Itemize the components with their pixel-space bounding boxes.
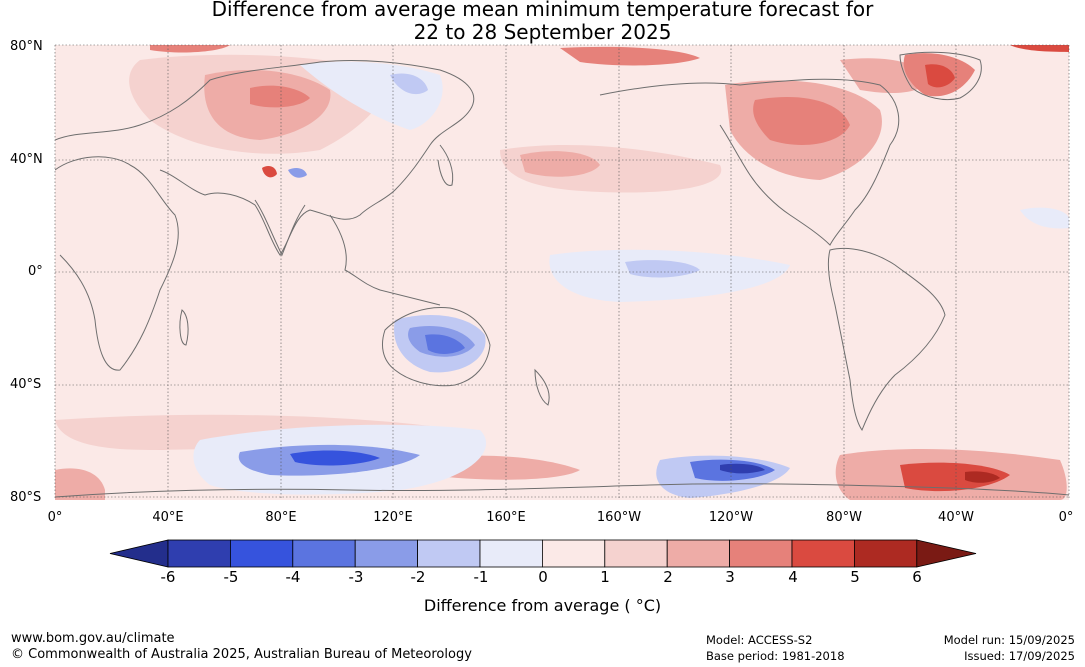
lon-label-80w: 80°W bbox=[826, 510, 862, 525]
colorbar-tick: 0 bbox=[538, 568, 548, 586]
warm-patch-tibet bbox=[262, 166, 277, 178]
lon-label-0-west: 0° bbox=[47, 510, 63, 525]
coastline-southeast-asia bbox=[329, 214, 441, 306]
colorbar-tick: -3 bbox=[348, 568, 364, 586]
colorbar-swatch bbox=[542, 539, 606, 568]
lon-label-120e: 120°E bbox=[373, 510, 413, 525]
map-title-line2: 22 to 28 September 2025 bbox=[413, 20, 672, 44]
colorbar-swatch bbox=[479, 539, 543, 568]
colorbar-swatch bbox=[167, 539, 231, 568]
anomaly-map bbox=[54, 44, 1070, 500]
coastline-japan bbox=[437, 144, 454, 186]
warm-patch-north-america-2 bbox=[753, 97, 850, 145]
cool-patch-atlantic bbox=[1020, 207, 1069, 229]
coastline-north-america bbox=[599, 78, 900, 246]
lat-label-equator: 0° bbox=[28, 264, 43, 279]
colorbar-label: Difference from average ( °C) bbox=[423, 596, 662, 615]
coastline-south-america bbox=[827, 247, 946, 432]
coastline-australia bbox=[382, 306, 491, 387]
lon-label-80e: 80°E bbox=[265, 510, 297, 525]
lat-label-80n: 80°N bbox=[10, 39, 43, 54]
cool-patch-siberia-2 bbox=[390, 73, 428, 95]
warm-patch-bottom-left bbox=[55, 468, 105, 500]
warm-patch-top-left bbox=[150, 45, 230, 53]
lon-label-160w: 160°W bbox=[596, 510, 642, 525]
warm-patch-south-atlantic-core bbox=[900, 462, 1010, 492]
colorbar-swatches bbox=[109, 539, 977, 568]
warm-patch-russia-3 bbox=[250, 85, 310, 108]
anomaly-fields bbox=[55, 45, 1069, 500]
colorbar-tick: -5 bbox=[223, 568, 239, 586]
colorbar-tick: -4 bbox=[285, 568, 301, 586]
coastline-antarctica bbox=[55, 483, 1069, 498]
coastline-india bbox=[254, 199, 306, 257]
coastline-greenland bbox=[899, 51, 982, 101]
colorbar-tick: -1 bbox=[473, 568, 489, 586]
cool-patch-tibet bbox=[288, 167, 307, 178]
colorbar-swatch bbox=[604, 539, 668, 568]
warm-patch-top-right bbox=[1010, 45, 1069, 52]
colorbar-swatch bbox=[854, 539, 918, 568]
warm-patch-npacific-2 bbox=[520, 151, 600, 177]
lat-label-40n: 40°N bbox=[10, 152, 43, 167]
colorbar-tick: -6 bbox=[160, 568, 176, 586]
cool-patch-central-pacific-2 bbox=[625, 260, 700, 278]
lon-label-120w: 120°W bbox=[708, 510, 754, 525]
footer-url: www.bom.gov.au/climate bbox=[11, 631, 175, 646]
lat-label-40s: 40°S bbox=[10, 377, 42, 392]
warm-patch-arctic-top bbox=[560, 46, 700, 66]
coastline-eurasia bbox=[55, 59, 475, 256]
footer-issued: Issued: 17/09/2025 bbox=[964, 649, 1075, 663]
footer-model: Model: ACCESS-S2 bbox=[706, 633, 813, 647]
colorbar-tick: -2 bbox=[410, 568, 426, 586]
coastline-madagascar bbox=[179, 309, 189, 346]
colorbar-tick: 6 bbox=[912, 568, 922, 586]
colorbar-swatch bbox=[229, 539, 294, 568]
colorbar-extend-high bbox=[916, 539, 977, 568]
lon-label-160e: 160°E bbox=[486, 510, 526, 525]
lon-label-40w: 40°W bbox=[938, 510, 974, 525]
colorbar-swatch bbox=[417, 539, 481, 568]
warm-patch-south-atlantic-peak bbox=[965, 471, 1000, 483]
lat-label-80s: 80°S bbox=[10, 490, 42, 505]
colorbar-swatch bbox=[666, 539, 731, 568]
footer-base-period: Base period: 1981-2018 bbox=[706, 649, 845, 663]
colorbar-tick: 3 bbox=[725, 568, 735, 586]
colorbar-extend-low bbox=[109, 539, 169, 568]
colorbar-tick: 1 bbox=[600, 568, 610, 586]
colorbar-swatch bbox=[292, 539, 356, 568]
footer-model-run: Model run: 15/09/2025 bbox=[943, 633, 1075, 647]
coastline-africa bbox=[55, 156, 179, 371]
warm-patch-greenland-core bbox=[925, 64, 955, 88]
coastlines bbox=[55, 51, 1069, 498]
map-title-line1: Difference from average mean minimum tem… bbox=[211, 0, 874, 21]
cool-patch-australia-core bbox=[425, 334, 465, 354]
colorbar-tick: 4 bbox=[788, 568, 798, 586]
lon-label-0-east: 0° bbox=[1058, 510, 1074, 525]
colorbar-swatch bbox=[729, 539, 793, 568]
cool-patch-southern-ocean-west-core bbox=[290, 450, 380, 466]
footer-copyright: © Commonwealth of Australia 2025, Austra… bbox=[11, 647, 472, 662]
graticule bbox=[54, 44, 1070, 500]
colorbar-swatch bbox=[791, 539, 855, 568]
coastline-new-zealand bbox=[534, 368, 550, 406]
colorbar-swatch bbox=[354, 539, 419, 568]
colorbar-tick: 2 bbox=[663, 568, 673, 586]
lon-label-40e: 40°E bbox=[152, 510, 184, 525]
colorbar-tick: 5 bbox=[850, 568, 860, 586]
